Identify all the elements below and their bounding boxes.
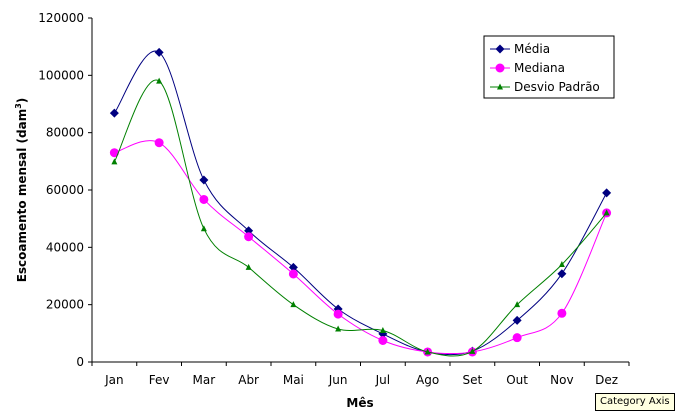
legend-marker (495, 63, 505, 73)
category-axis-tooltip: Category Axis (595, 393, 675, 411)
data-point (557, 269, 567, 279)
legend-label: Desvio Padrão (514, 80, 600, 94)
data-point (379, 326, 386, 333)
data-point (154, 138, 164, 148)
data-point (514, 301, 521, 308)
data-point (602, 188, 612, 198)
legend-marker (495, 44, 505, 54)
data-point (288, 262, 298, 272)
data-point (109, 148, 119, 158)
x-tick-label: Set (463, 373, 483, 387)
data-point (512, 333, 522, 343)
y-tick-label: 0 (76, 355, 84, 369)
data-point (557, 308, 567, 318)
x-tick-label: Ago (416, 373, 439, 387)
data-point (378, 336, 388, 345)
data-point (109, 108, 119, 118)
legend-label: Mediana (514, 61, 565, 75)
y-ticks: 0 20000 40000 60000 80000 100000 120000 (38, 11, 92, 369)
data-point (603, 209, 610, 216)
data-point (290, 301, 297, 308)
x-tick-label: Jan (104, 373, 124, 387)
x-tick-label: Jun (328, 373, 348, 387)
x-axis-title: Mês (346, 396, 373, 410)
y-tick-label: 40000 (46, 240, 84, 254)
y-tick-label: 120000 (38, 11, 84, 25)
data-point (335, 325, 342, 332)
data-point (558, 261, 565, 268)
x-tick-label: Dez (595, 373, 618, 387)
series-line (113, 79, 608, 357)
series-line (114, 140, 608, 355)
x-tick-label: Jul (375, 373, 390, 387)
data-point (111, 158, 118, 165)
y-tick-label: 80000 (46, 126, 84, 140)
y-tick-label: 60000 (46, 183, 84, 197)
x-tick-label: Fev (149, 373, 170, 387)
y-tick-label: 20000 (46, 298, 84, 312)
x-tick-label: Abr (238, 373, 259, 387)
x-tick-label: Out (506, 373, 528, 387)
data-point (200, 225, 207, 232)
series-group (109, 47, 612, 357)
legend-marker (497, 83, 503, 90)
data-point (333, 309, 343, 319)
data-point (288, 269, 298, 279)
x-tick-label: Mai (283, 373, 304, 387)
data-point (156, 77, 163, 84)
data-point (199, 194, 209, 204)
data-point (199, 175, 209, 185)
data-point (244, 232, 254, 242)
x-tick-label: Nov (550, 373, 573, 387)
series-2 (111, 77, 610, 357)
y-tick-label: 100000 (38, 68, 84, 82)
legend: Média Mediana Desvio Padrão (483, 35, 615, 99)
data-point (512, 315, 522, 325)
x-tick-label: Mar (193, 373, 216, 387)
data-point (245, 263, 252, 270)
legend-label: Média (514, 42, 550, 56)
x-ticks: Jan Fev Mar Abr Mai Jun Jul Ago Set Out Nov Dez (91, 362, 630, 387)
y-axis-title: Escoamento mensal (dam3) (14, 98, 29, 283)
series-line (113, 50, 608, 356)
data-point (424, 348, 431, 355)
series-1 (109, 138, 612, 357)
data-point (154, 47, 164, 57)
data-point (469, 347, 476, 354)
legend-box (483, 35, 615, 99)
